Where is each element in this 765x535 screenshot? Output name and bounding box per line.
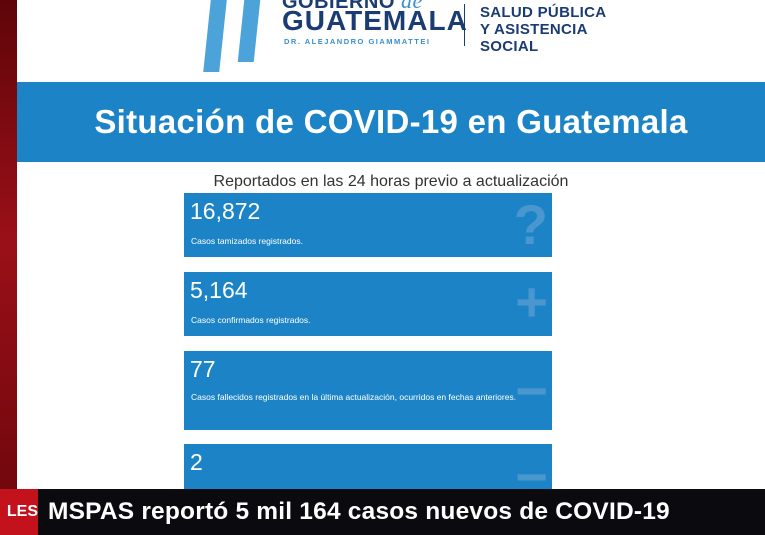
government-line-1: GOBIERNO de — [282, 0, 423, 13]
stat-card-confirmed: 5,164 Casos confirmados registrados. + — [184, 272, 552, 336]
page-title: Situación de COVID-19 en Guatemala — [94, 103, 688, 140]
minus-icon: − — [515, 359, 548, 422]
government-logo-icon — [203, 0, 269, 72]
stat-card-deceased: 77 Casos fallecidos registrados en la úl… — [184, 351, 552, 430]
ministry-name: SALUD PÚBLICA Y ASISTENCIA SOCIAL — [480, 4, 607, 55]
ticker-tag: LES — [0, 489, 38, 535]
header-divider — [464, 4, 465, 46]
stat-value: 2 — [190, 449, 203, 475]
government-name: GUATEMALA — [282, 5, 468, 36]
plus-icon: + — [515, 272, 548, 333]
stat-label: Casos tamizados registrados. — [191, 236, 303, 246]
stat-label: Casos confirmados registrados. — [191, 315, 311, 325]
stat-card-tested: 16,872 Casos tamizados registrados. ? — [184, 193, 552, 257]
stat-value: 5,164 — [190, 277, 248, 303]
stat-value: 77 — [190, 356, 216, 382]
covid-slide: GOBIERNO de GUATEMALA DR. ALEJANDRO GIAM… — [17, 0, 765, 490]
title-banner: Situación de COVID-19 en Guatemala — [17, 82, 765, 162]
stat-label: Casos fallecidos registrados en la últim… — [191, 392, 517, 402]
report-subtitle: Reportados en las 24 horas previo a actu… — [213, 173, 569, 190]
president-name: DR. ALEJANDRO GIAMMATTEI — [284, 37, 431, 46]
stat-card-fourth: 2 − — [184, 444, 552, 490]
minus-icon: − — [515, 445, 548, 491]
ticker-headline: MSPAS reportó 5 mil 164 casos nuevos de … — [48, 498, 670, 525]
news-ticker: LES MSPAS reportó 5 mil 164 casos nuevos… — [0, 489, 765, 535]
question-icon: ? — [513, 193, 548, 256]
stat-value: 16,872 — [190, 198, 261, 224]
left-background-strip — [0, 0, 17, 535]
